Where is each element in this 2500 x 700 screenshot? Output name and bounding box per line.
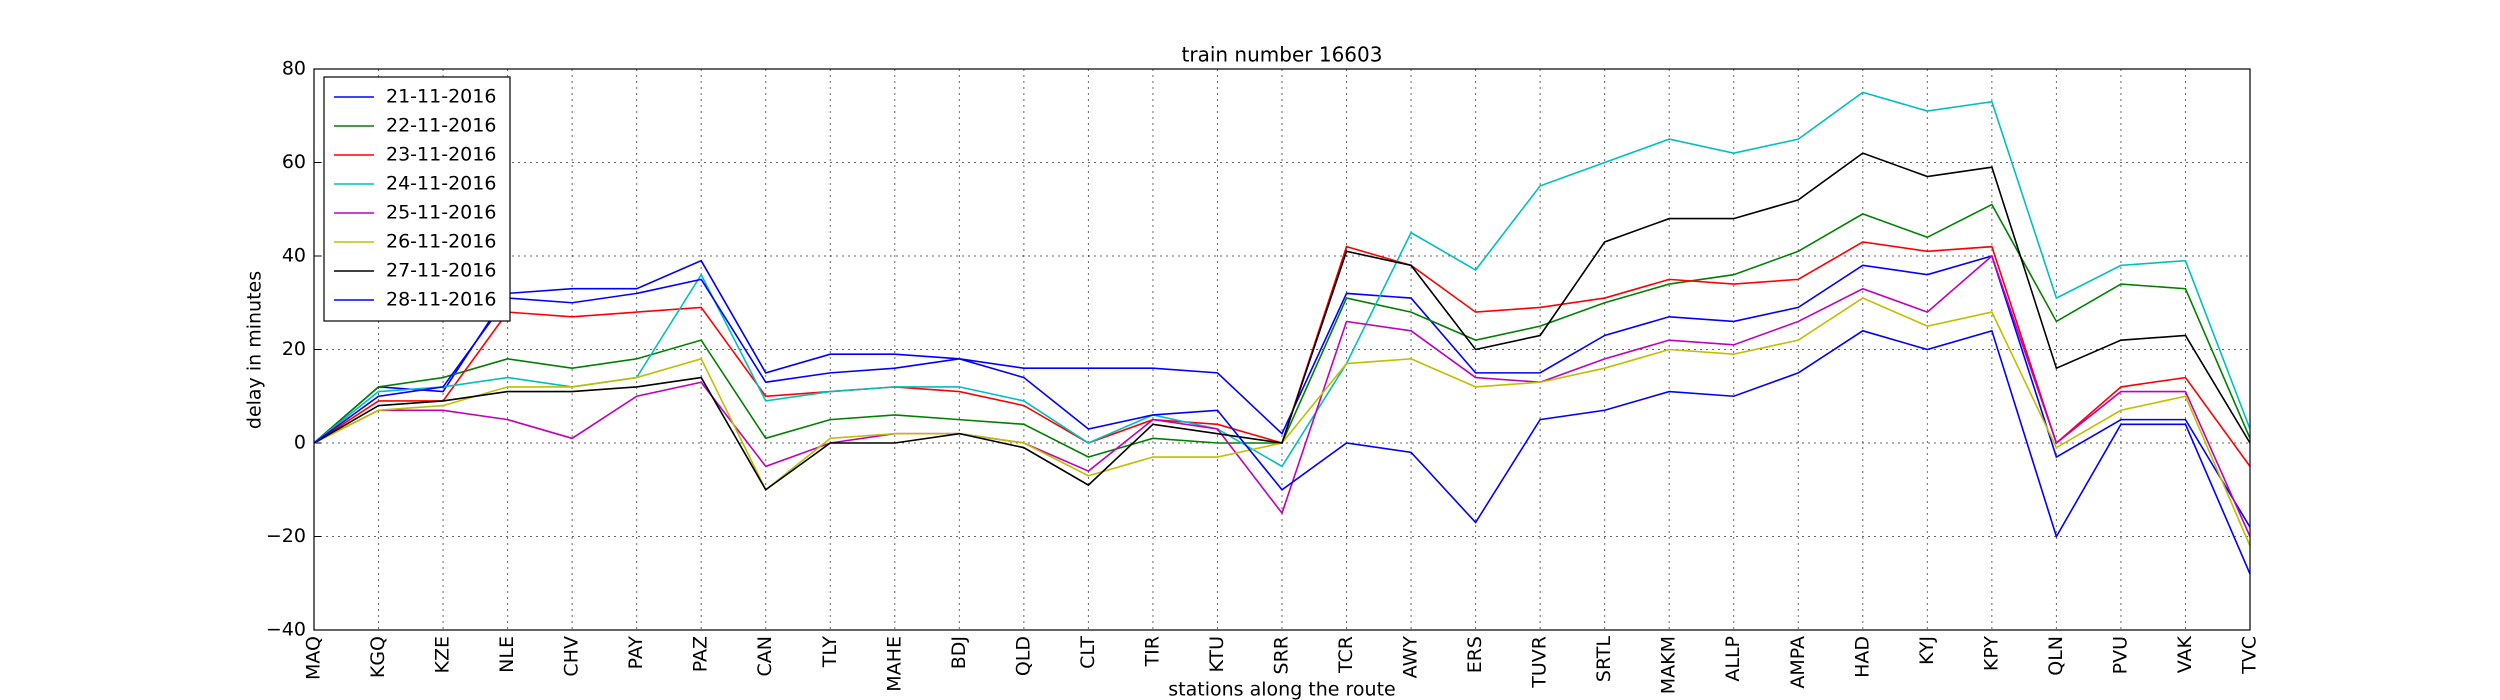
x-tick-label: MAKM [1658, 636, 1680, 694]
x-tick-label: KPY [1980, 636, 2002, 671]
legend-label: 22-11-2016 [386, 115, 496, 137]
x-tick-label: QLN [2045, 636, 2067, 676]
x-tick-label: TLY [819, 636, 841, 669]
x-tick-label: KYJ [1916, 636, 1938, 665]
series-line [313, 152, 2251, 491]
series-line [313, 278, 2251, 575]
x-tick-label: CLT [1077, 636, 1099, 669]
y-tick-label: 0 [294, 432, 306, 454]
chart-title: train number 16603 [1182, 43, 1383, 67]
y-tick-label: 60 [282, 151, 306, 173]
series-line [313, 203, 2251, 458]
legend-label: 27-11-2016 [386, 260, 496, 282]
y-tick-label: 80 [282, 58, 306, 80]
x-axis-label: stations along the route [1168, 679, 1395, 700]
legend-label: 28-11-2016 [386, 289, 496, 311]
x-tick-label: QLD [1012, 636, 1034, 676]
x-tick-label: MAQ [303, 636, 325, 680]
legend-box [323, 76, 511, 322]
x-tick-label: SRR [1271, 636, 1293, 674]
x-tick-label: TUVR [1529, 636, 1551, 689]
x-tick-label: AWY [1400, 636, 1422, 679]
x-tick-label: CHV [561, 636, 583, 677]
series-line [313, 254, 2251, 537]
x-tick-label: PAY [625, 636, 647, 670]
plot-frame [313, 68, 2251, 631]
y-axis-label: delay in minutes [244, 271, 266, 429]
x-tick-label: BDJ [948, 636, 970, 669]
legend-label: 25-11-2016 [386, 202, 496, 224]
legend-label: 23-11-2016 [386, 144, 496, 166]
y-tick-label: 40 [282, 245, 306, 267]
x-tick-label: MAHE [883, 636, 905, 692]
legend: 21-11-2016 22-11-2016 23-11-2016 24-11-2016… [323, 76, 511, 322]
x-tick-label: AMPA [1787, 636, 1809, 689]
legend-label: 24-11-2016 [386, 173, 496, 195]
x-tick-label: ERS [1464, 636, 1486, 673]
x-tick-label: KZE [432, 636, 454, 673]
x-tick-label: TIR [1141, 636, 1163, 667]
x-tick-label: PVU [2109, 636, 2131, 674]
y-tick-label: −20 [266, 525, 306, 547]
x-tick-label: TVC [2239, 636, 2261, 675]
x-tick-label: VAK [2174, 635, 2196, 673]
x-tick-label: KTU [1206, 636, 1228, 673]
legend-label: 21-11-2016 [386, 86, 496, 108]
x-tick-label: NLE [496, 636, 518, 673]
y-tick-label: −40 [266, 619, 306, 641]
x-tick-label: HAD [1851, 636, 1873, 678]
x-tick-label: CAN [754, 636, 776, 676]
x-tick-label: ALLP [1722, 636, 1744, 682]
x-tick-label: PAZ [690, 636, 712, 672]
legend-label: 26-11-2016 [386, 231, 496, 253]
y-tick-label: 20 [282, 338, 306, 360]
series-line [313, 255, 2251, 528]
x-tick-label: TCR [1335, 636, 1357, 674]
x-tick-label: SRTL [1593, 636, 1615, 682]
x-tick-label: KGQ [367, 636, 389, 678]
